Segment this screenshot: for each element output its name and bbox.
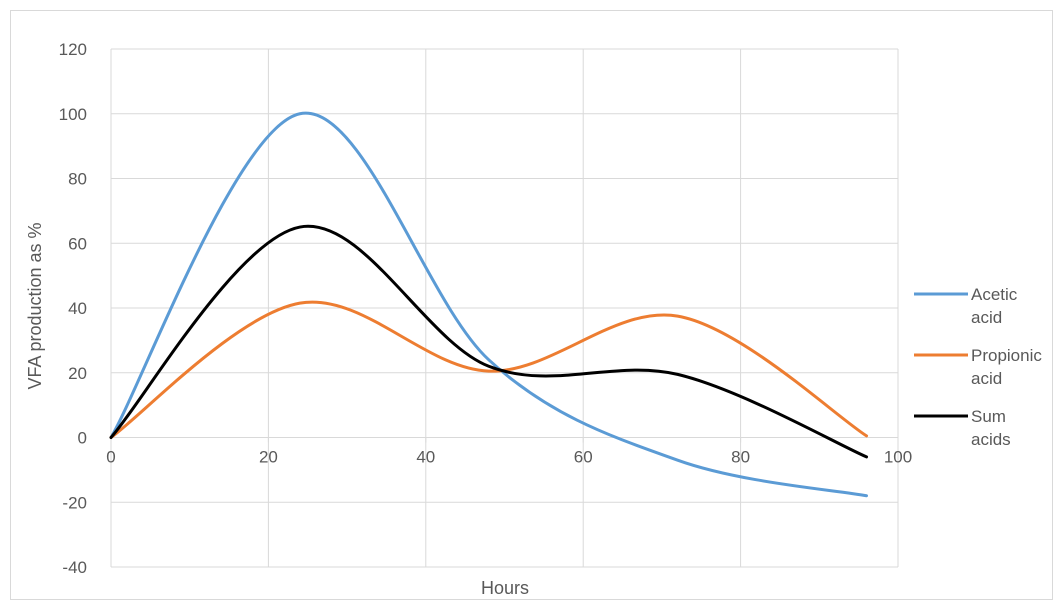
x-tick-label: 80: [731, 448, 750, 467]
y-tick-label: 80: [68, 170, 87, 189]
x-axis-label: Hours: [481, 578, 529, 598]
x-tick-label: 100: [884, 448, 912, 467]
series-line-acetic-acid: [109, 111, 869, 498]
y-tick-label: -20: [62, 493, 87, 512]
x-tick-label: 0: [106, 448, 115, 467]
series-line-sum-acids: [109, 224, 869, 459]
chart-frame: [10, 10, 1053, 600]
series-line-propionic-acid: [109, 300, 869, 439]
legend: Acetic acid Propionic acid Sum acids: [914, 285, 1042, 449]
series-lines: [109, 111, 869, 498]
tick-labels: -40 -20 0 20 40 60 80 100 120 0 20 40 60 80 100: [59, 40, 913, 577]
x-tick-label: 60: [574, 448, 593, 467]
y-tick-label: 100: [59, 105, 87, 124]
y-tick-label: 0: [78, 429, 87, 448]
legend-label: acid: [971, 308, 1002, 327]
y-tick-label: 60: [68, 234, 87, 253]
x-tick-label: 40: [416, 448, 435, 467]
y-tick-label: 40: [68, 299, 87, 318]
legend-label: acids: [971, 430, 1011, 449]
y-tick-label: -40: [62, 558, 87, 577]
y-tick-label: 120: [59, 40, 87, 59]
legend-label: acid: [971, 369, 1002, 388]
legend-label: Propionic: [971, 346, 1042, 365]
gridlines: [111, 48, 899, 568]
x-tick-label: 20: [259, 448, 278, 467]
axes: [110, 49, 899, 567]
y-tick-label: 20: [68, 364, 87, 383]
y-axis-label: VFA production as %: [25, 222, 45, 389]
legend-label: Acetic: [971, 285, 1018, 304]
legend-label: Sum: [971, 407, 1006, 426]
